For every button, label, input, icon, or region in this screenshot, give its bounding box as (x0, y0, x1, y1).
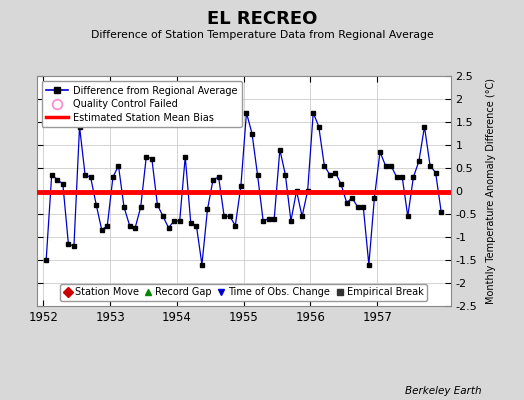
Text: Difference of Station Temperature Data from Regional Average: Difference of Station Temperature Data f… (91, 30, 433, 40)
Text: Berkeley Earth: Berkeley Earth (406, 386, 482, 396)
Text: EL RECREO: EL RECREO (207, 10, 317, 28)
Y-axis label: Monthly Temperature Anomaly Difference (°C): Monthly Temperature Anomaly Difference (… (486, 78, 496, 304)
Legend: Station Move, Record Gap, Time of Obs. Change, Empirical Break: Station Move, Record Gap, Time of Obs. C… (60, 284, 427, 301)
